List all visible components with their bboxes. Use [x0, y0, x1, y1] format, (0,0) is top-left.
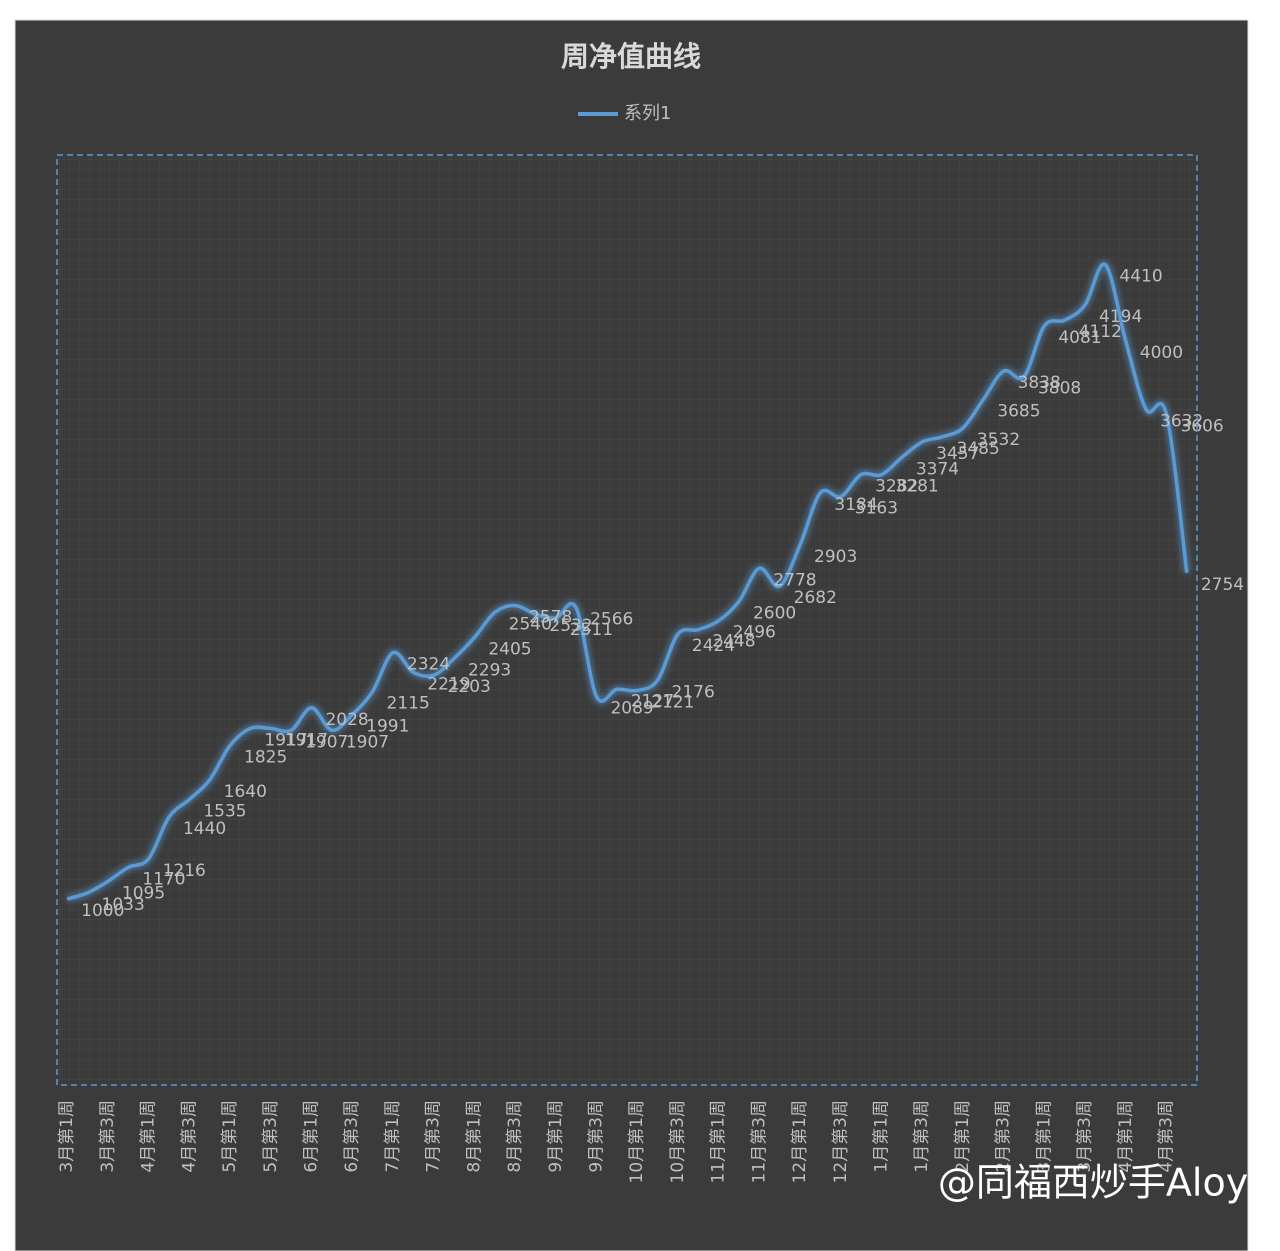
data-label: 1917 [285, 730, 328, 750]
x-tick-label: 11月第3周 [749, 1100, 769, 1183]
line [66, 262, 1189, 901]
data-label: 3184 [834, 495, 877, 515]
data-label: 4081 [1058, 328, 1101, 348]
data-label: 1991 [366, 717, 409, 737]
data-label: 3685 [997, 402, 1040, 422]
data-label: 2566 [590, 610, 633, 630]
data-label: 2121 [651, 692, 694, 712]
x-tick-label: 4月第1周 [139, 1100, 159, 1173]
plot-area [56, 154, 1198, 1086]
data-label: 2089 [610, 698, 653, 718]
x-tick-label: 4月第3周 [179, 1100, 199, 1173]
data-label: 3457 [936, 444, 979, 464]
x-tick-label: 9月第3周 [586, 1100, 606, 1173]
x-tick-label: 8月第3周 [505, 1100, 525, 1173]
x-tick-label: 8月第1周 [464, 1100, 484, 1173]
data-label: 2754 [1201, 575, 1244, 595]
watermark: @同福西炒手Aloys [938, 1161, 1268, 1205]
data-label: 3374 [916, 459, 959, 479]
data-label: 2324 [407, 655, 450, 675]
data-label: 2511 [570, 620, 613, 640]
x-tick-label: 3月第3周 [98, 1100, 118, 1173]
data-label: 2540 [509, 615, 552, 635]
x-tick-label: 1月第3周 [912, 1100, 932, 1173]
data-label: 3281 [895, 477, 938, 497]
data-label: 1440 [183, 819, 226, 839]
data-label: 1907 [305, 732, 348, 752]
data-label: 2424 [692, 636, 735, 656]
data-label: 3532 [977, 430, 1020, 450]
x-tick-label: 4月第3周 [1156, 1100, 1176, 1173]
x-tick-label: 5月第3周 [261, 1100, 281, 1173]
data-label: 3485 [957, 439, 1000, 459]
x-tick-label: 1月第1周 [871, 1100, 891, 1173]
data-label: 2293 [468, 661, 511, 681]
data-label: 4000 [1140, 343, 1183, 363]
data-label: 3632 [1160, 411, 1203, 431]
data-label: 1095 [122, 883, 165, 903]
data-label: 3606 [1180, 416, 1223, 436]
x-tick-label: 2月第1周 [953, 1100, 973, 1173]
data-label: 1170 [142, 869, 185, 889]
data-label: 3282 [875, 477, 918, 497]
x-tick-label: 12月第1周 [790, 1100, 810, 1183]
data-label: 2682 [794, 588, 837, 608]
data-label: 2219 [427, 674, 470, 694]
x-tick-label: 3月第1周 [57, 1100, 77, 1173]
data-label: 1640 [224, 782, 267, 802]
data-label: 2127 [631, 691, 674, 711]
data-label: 1535 [203, 801, 246, 821]
grid [57, 155, 1197, 1085]
data-label: 2405 [488, 640, 531, 660]
x-tick-label: 3月第1周 [1034, 1100, 1054, 1173]
data-label: 2496 [733, 623, 776, 643]
x-tick-label: 3月第3周 [1075, 1100, 1095, 1173]
data-label: 1917 [264, 730, 307, 750]
data-label: 4410 [1119, 267, 1162, 287]
data-label: 2600 [753, 603, 796, 623]
x-tick-label: 10月第1周 [627, 1100, 647, 1183]
data-label: 2903 [814, 547, 857, 567]
x-tick-label: 9月第1周 [546, 1100, 566, 1173]
data-label: 4112 [1079, 322, 1122, 342]
x-tick-label: 12月第3周 [831, 1100, 851, 1183]
legend-label: 系列1 [624, 103, 671, 124]
x-tick-label: 6月第1周 [301, 1100, 321, 1173]
data-label: 2448 [712, 632, 755, 652]
data-label: 2028 [325, 710, 368, 730]
data-label: 1000 [81, 901, 124, 921]
data-label: 4194 [1099, 307, 1142, 327]
data-label: 2203 [448, 677, 491, 697]
chart-title: 周净值曲线 [561, 40, 701, 73]
x-tick-label: 7月第3周 [424, 1100, 444, 1173]
data-label: 2778 [773, 570, 816, 590]
data-label: 1907 [346, 732, 389, 752]
data-label: 2115 [387, 694, 430, 714]
x-tick-label: 7月第1周 [383, 1100, 403, 1173]
data-label: 2532 [549, 616, 592, 636]
data-label: 1216 [163, 861, 206, 881]
x-tick-label: 5月第1周 [220, 1100, 240, 1173]
data-label: 2176 [672, 682, 715, 702]
x-tick-label: 11月第1周 [709, 1100, 729, 1183]
data-label: 2578 [529, 607, 572, 627]
data-label: 3808 [1038, 379, 1081, 399]
x-tick-label: 4月第1周 [1116, 1100, 1136, 1173]
data-label: 1033 [102, 895, 145, 915]
x-tick-label: 6月第3周 [342, 1100, 362, 1173]
data-label: 1825 [244, 748, 287, 768]
data-label: 3838 [1018, 373, 1061, 393]
data-label: 3163 [855, 499, 898, 519]
x-tick-label: 2月第3周 [994, 1100, 1014, 1173]
x-tick-label: 10月第3周 [668, 1100, 688, 1183]
